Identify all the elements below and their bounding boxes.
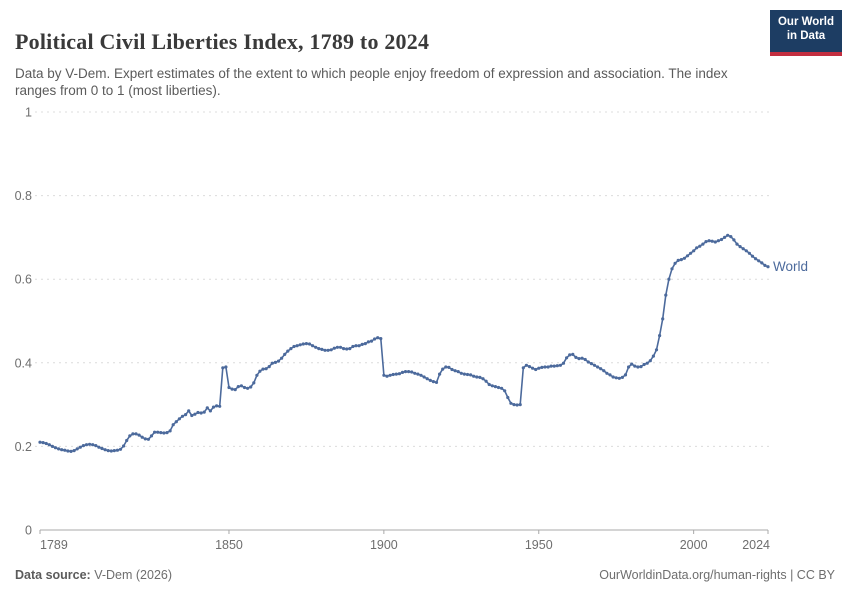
owid-logo[interactable]: Our World in Data — [770, 10, 842, 56]
data-source-value: V-Dem (2026) — [90, 568, 173, 582]
y-tick-label: 0.4 — [15, 356, 32, 370]
world-series-points — [38, 233, 770, 453]
credit-link[interactable]: OurWorldinData.org/human-rights | CC BY — [599, 568, 835, 582]
data-source-text: Data source: V-Dem (2026) — [15, 568, 172, 582]
world-series-line — [39, 234, 769, 453]
x-tick-label: 1950 — [525, 538, 553, 552]
chart-footer: Data source: V-Dem (2026) OurWorldinData… — [15, 568, 835, 582]
owid-logo-line2: in Data — [786, 30, 826, 43]
y-tick-label: 1 — [25, 106, 32, 120]
data-source-label: Data source: — [15, 568, 91, 582]
series-end-label-world: World — [773, 259, 809, 274]
page-title: Political Civil Liberties Index, 1789 to… — [15, 28, 430, 54]
chart-subtitle: Data by V-Dem. Expert estimates of the e… — [15, 65, 728, 99]
y-tick-label: 0.6 — [15, 273, 32, 287]
x-tick-label: 1789 — [40, 538, 68, 552]
owid-logo-line1: Our World — [777, 16, 834, 28]
x-tick-label: 1850 — [215, 538, 243, 552]
x-tick-label: 1900 — [370, 538, 398, 552]
y-tick-label: 0.2 — [15, 440, 32, 454]
y-tick-label: 0 — [25, 524, 32, 538]
y-tick-label: 0.8 — [15, 189, 32, 203]
x-tick-label: 2000 — [680, 538, 708, 552]
x-tick-label: 2024 — [742, 538, 770, 552]
